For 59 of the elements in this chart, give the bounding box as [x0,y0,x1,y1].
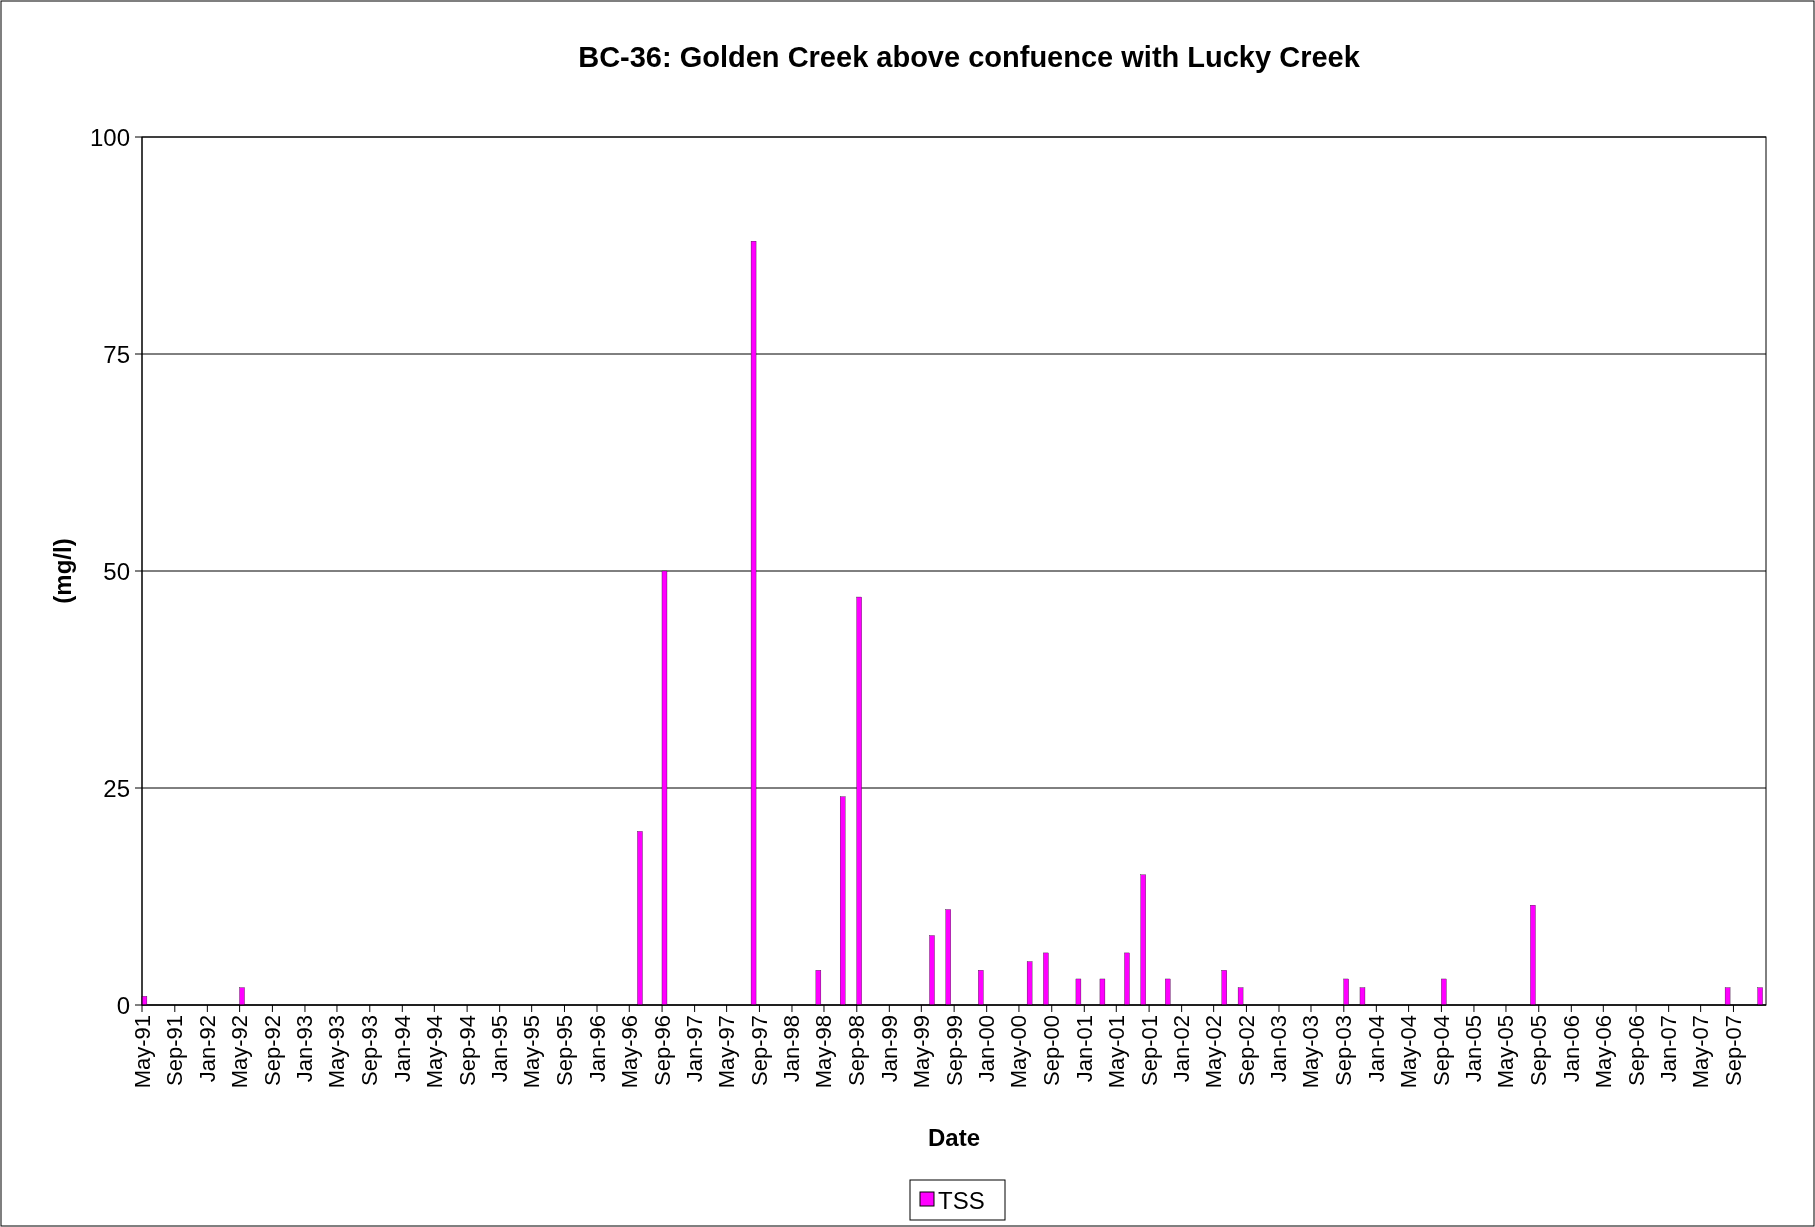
x-tick-label: Sep-94 [454,1015,480,1086]
x-tick-label: May-01 [1103,1015,1129,1089]
x-tick-label: May-02 [1201,1015,1227,1089]
x-tick-label: May-05 [1493,1015,1519,1089]
x-tick-label: Sep-05 [1526,1015,1552,1086]
x-tick-label: Jan-96 [584,1015,610,1083]
x-tick-label: Sep-91 [162,1015,188,1086]
x-axis-title: Date [927,1124,981,1151]
x-tick-label: Sep-92 [259,1015,285,1086]
x-tick-label: Sep-93 [357,1015,383,1086]
x-tick-label: May-06 [1590,1015,1616,1089]
x-tick-label: Jan-02 [1169,1015,1195,1083]
x-tick-label: May-94 [421,1015,447,1089]
x-tick-label: May-96 [616,1015,642,1089]
y-axis-title: (mg/l) [48,538,76,604]
x-tick-label: Jan-00 [974,1015,1000,1083]
x-tick-label: May-91 [129,1015,155,1089]
x-tick-label: Sep-97 [746,1015,772,1086]
x-tick-label: Jan-95 [487,1015,513,1083]
x-tick-label: Sep-98 [844,1015,870,1086]
x-tick-label: Sep-03 [1331,1015,1357,1086]
x-tick-label: Sep-01 [1136,1015,1162,1086]
x-tick-label: Jan-94 [389,1015,415,1083]
y-tick-label: 100 [89,123,130,151]
x-tick-label: May-07 [1688,1015,1714,1089]
x-tick-label: May-00 [1006,1015,1032,1089]
x-tick-label: May-97 [714,1015,740,1089]
x-tick-label: May-98 [811,1015,837,1089]
x-tick-label: Sep-00 [1039,1015,1065,1086]
x-tick-label: Jan-97 [682,1015,708,1083]
x-tick-label: May-99 [908,1015,934,1089]
x-tick-label: Jan-03 [1266,1015,1292,1083]
y-tick-label: 50 [103,557,130,585]
x-tick-label: Jan-93 [292,1015,318,1083]
legend-label: TSS [938,1186,985,1214]
x-tick-label: Jan-04 [1363,1015,1389,1083]
y-tick-label: 0 [116,991,130,1019]
x-tick-label: Jan-06 [1558,1015,1584,1083]
x-tick-label: May-93 [324,1015,350,1089]
x-tick-label: May-92 [227,1015,253,1089]
x-tick-label: Sep-96 [649,1015,675,1086]
x-tick-label: Jan-98 [779,1015,805,1083]
x-tick-label: Sep-95 [551,1015,577,1086]
x-tick-label: May-04 [1396,1015,1422,1089]
x-tick-label: May-95 [519,1015,545,1089]
x-tick-label: Jan-92 [194,1015,220,1083]
chart-title: BC-36: Golden Creek above confuence with Lucky Creek [578,41,1361,73]
x-tick-label: Jan-01 [1071,1015,1097,1083]
x-tick-label: May-03 [1298,1015,1324,1089]
x-tick-label: Sep-06 [1623,1015,1649,1086]
x-tick-label: Sep-07 [1720,1015,1746,1086]
x-tick-label: Jan-99 [876,1015,902,1083]
y-tick-label: 75 [103,340,130,368]
x-tick-label: Sep-99 [941,1015,967,1086]
y-tick-label: 25 [103,774,130,802]
x-tick-label: Sep-04 [1428,1015,1454,1086]
x-tick-label: Jan-05 [1461,1015,1487,1083]
x-tick-label: Jan-07 [1656,1015,1682,1083]
x-tick-label: Sep-02 [1233,1015,1259,1086]
